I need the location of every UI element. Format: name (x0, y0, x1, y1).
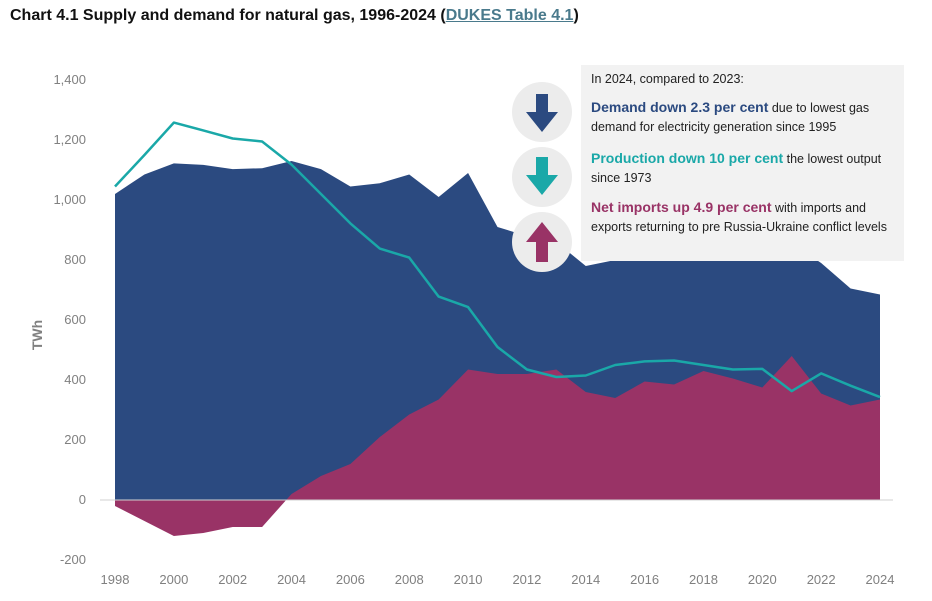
annotation-net-imports: Net imports up 4.9 per cent with imports… (591, 198, 896, 237)
net-imports-text: with imports and exports returning to pr… (591, 201, 887, 234)
dukes-table-link[interactable]: DUKES Table 4.1 (445, 7, 574, 24)
y-tick-label: 1,400 (53, 72, 86, 87)
y-tick-label: -200 (60, 552, 86, 567)
x-tick-label: 2024 (866, 572, 895, 587)
annotation-demand: Demand down 2.3 per cent due to lowest g… (591, 98, 896, 137)
y-tick-label: 600 (64, 312, 86, 327)
y-axis-label: TWh (29, 320, 45, 350)
annotation-intro: In 2024, compared to 2023: (591, 72, 744, 86)
demand-headline: Demand down 2.3 per cent (591, 99, 769, 115)
net-imports-headline: Net imports up 4.9 per cent (591, 199, 772, 215)
chart-title-close: ) (573, 7, 579, 24)
x-tick-label: 2008 (395, 572, 424, 587)
x-tick-label: 2022 (807, 572, 836, 587)
net-imports-area (115, 356, 880, 536)
x-tick-label: 2018 (689, 572, 718, 587)
production-arrow-shape (526, 157, 558, 195)
x-tick-label: 2012 (512, 572, 541, 587)
x-tick-label: 2016 (630, 572, 659, 587)
production-headline: Production down 10 per cent (591, 150, 784, 166)
production-text: the lowest output since 1973 (591, 152, 882, 185)
y-tick-label: 200 (64, 432, 86, 447)
x-tick-label: 1998 (101, 572, 130, 587)
production-arrow-badge (512, 147, 572, 207)
x-tick-label: 2000 (159, 572, 188, 587)
net-imports-arrow-badge (512, 212, 572, 272)
y-tick-label: 800 (64, 252, 86, 267)
arrow-down-icon (526, 157, 558, 195)
annotation-box (581, 65, 904, 261)
y-tick-label: 1,200 (53, 132, 86, 147)
arrow-down-icon (526, 94, 558, 132)
net-imports-arrow-shape (526, 222, 558, 262)
annotation-production: Production down 10 per cent the lowest o… (591, 149, 896, 188)
demand-arrow-shape (526, 94, 558, 132)
chart-title: Chart 4.1 Supply and demand for natural … (10, 7, 579, 25)
x-tick-label: 2020 (748, 572, 777, 587)
production-line (114, 121, 881, 399)
demand-arrow-badge (512, 82, 572, 142)
y-tick-label: 400 (64, 372, 86, 387)
arrow-up-icon (526, 222, 558, 262)
chart-title-text: Chart 4.1 Supply and demand for natural … (10, 7, 446, 24)
x-tick-label: 2006 (336, 572, 365, 587)
y-tick-label: 0 (79, 492, 86, 507)
x-tick-label: 2002 (218, 572, 247, 587)
x-tick-label: 2004 (277, 572, 306, 587)
x-tick-label: 2010 (454, 572, 483, 587)
demand-text: due to lowest gas demand for electricity… (591, 101, 870, 134)
y-tick-label: 1,000 (53, 192, 86, 207)
x-tick-label: 2014 (571, 572, 600, 587)
